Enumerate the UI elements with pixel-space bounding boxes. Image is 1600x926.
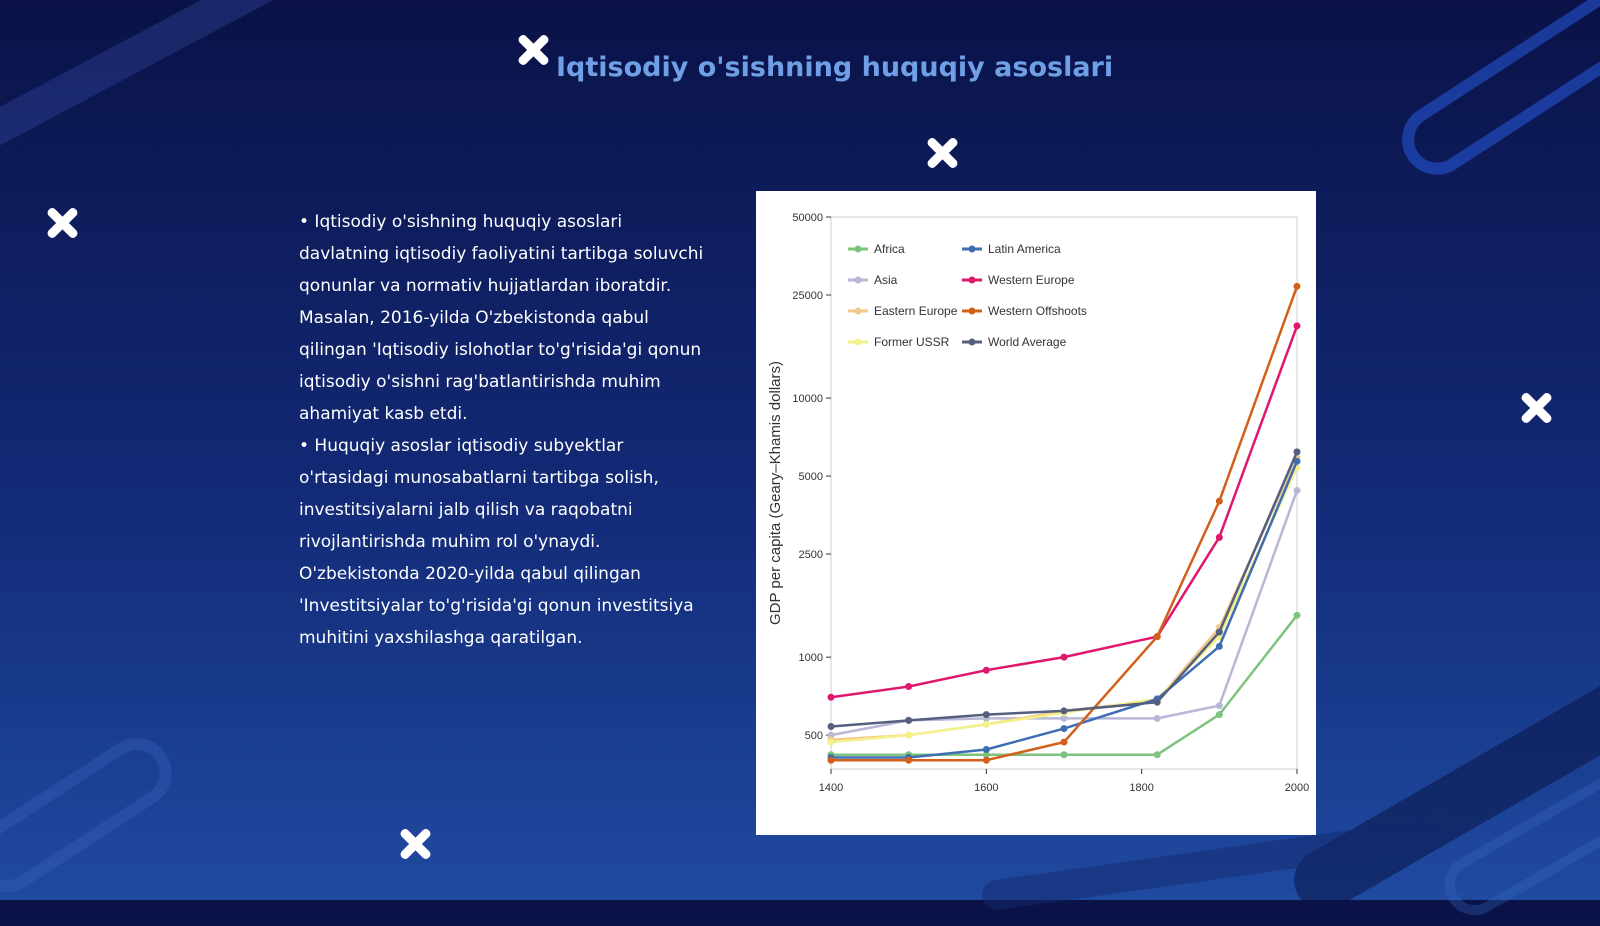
legend-marker	[854, 338, 862, 346]
data-point	[982, 751, 990, 759]
gdp-chart: 50000 25000 10000 5000 2500 1000 500 1400 1600 18…	[756, 191, 1316, 835]
y-tick-label: 5000	[799, 471, 823, 483]
legend-marker	[968, 338, 976, 346]
close-icon	[398, 827, 432, 861]
data-point	[1060, 707, 1068, 715]
legend-marker	[854, 276, 862, 284]
data-point	[1060, 738, 1068, 746]
data-point	[827, 722, 835, 730]
close-icon	[45, 206, 79, 240]
y-tick-label: 1000	[799, 652, 823, 664]
data-point	[1060, 725, 1068, 733]
decor-ring	[1388, 0, 1600, 189]
legend-label: Western Europe	[988, 273, 1075, 287]
data-point	[982, 720, 990, 728]
legend-marker	[968, 276, 976, 284]
legend-marker	[854, 245, 862, 253]
data-point	[1293, 486, 1301, 494]
data-point	[982, 666, 990, 674]
data-point	[982, 711, 990, 719]
legend-label: Asia	[874, 273, 898, 287]
data-point	[1153, 714, 1161, 722]
data-point	[1293, 457, 1301, 465]
data-point	[1060, 751, 1068, 759]
y-tick-label: 50000	[792, 212, 823, 224]
data-point	[1060, 714, 1068, 722]
gdp-line-chart: 50000 25000 10000 5000 2500 1000 500 1400 1600 18…	[767, 212, 1309, 794]
y-axis-label: GDP per capita (Geary–Khamis dollars)	[767, 361, 784, 625]
legend-label: Eastern Europe	[874, 304, 958, 318]
plot-area	[830, 216, 1298, 770]
data-point	[1293, 282, 1301, 290]
legend-marker	[968, 245, 976, 253]
legend-label: Former USSR	[874, 335, 950, 349]
data-point	[827, 693, 835, 701]
x-tick-label: 2000	[1285, 782, 1309, 794]
data-point	[905, 731, 913, 739]
data-point	[1060, 653, 1068, 661]
y-tick-label: 2500	[799, 549, 823, 561]
y-tick-label: 500	[805, 730, 823, 742]
x-tick-label: 1600	[974, 782, 998, 794]
decor-stripe	[0, 0, 306, 162]
data-point	[1293, 448, 1301, 456]
paragraph: • Iqtisodiy o'sishning huquqiy asoslari …	[299, 212, 704, 424]
data-point	[1293, 611, 1301, 619]
close-icon	[925, 136, 959, 170]
slide-body: • Iqtisodiy o'sishning huquqiy asoslari …	[299, 206, 709, 654]
data-point	[1293, 322, 1301, 330]
legend-label: World Average	[988, 335, 1067, 349]
data-point	[905, 716, 913, 724]
y-tick-label: 25000	[792, 290, 823, 302]
data-point	[982, 756, 990, 764]
data-point	[982, 746, 990, 754]
data-point	[905, 683, 913, 691]
data-point	[1215, 711, 1223, 719]
data-point	[1215, 497, 1223, 505]
decor-ring	[0, 724, 185, 906]
data-point	[905, 756, 913, 764]
paragraph: • Huquqiy asoslar iqtisodiy subyektlar o…	[299, 436, 694, 648]
decor-stripe	[1283, 659, 1600, 921]
data-point	[1215, 642, 1223, 650]
close-icon	[1519, 391, 1553, 425]
slide-title: Iqtisodiy o'sishning huquqiy asoslari	[556, 52, 1114, 83]
legend-marker	[854, 307, 862, 315]
data-point	[1153, 698, 1161, 706]
legend-label: Africa	[874, 242, 905, 256]
data-point	[1215, 533, 1223, 541]
x-tick-label: 1400	[819, 782, 843, 794]
data-point	[1215, 702, 1223, 710]
data-point	[1153, 751, 1161, 759]
y-tick-label: 10000	[792, 393, 823, 405]
close-icon	[516, 33, 550, 67]
data-point	[1215, 628, 1223, 636]
legend-marker	[968, 307, 976, 315]
x-tick-label: 1800	[1129, 782, 1153, 794]
data-point	[827, 738, 835, 746]
legend-label: Latin America	[988, 242, 1061, 256]
legend-label: Western Offshoots	[988, 304, 1087, 318]
data-point	[827, 756, 835, 764]
data-point	[1153, 633, 1161, 641]
